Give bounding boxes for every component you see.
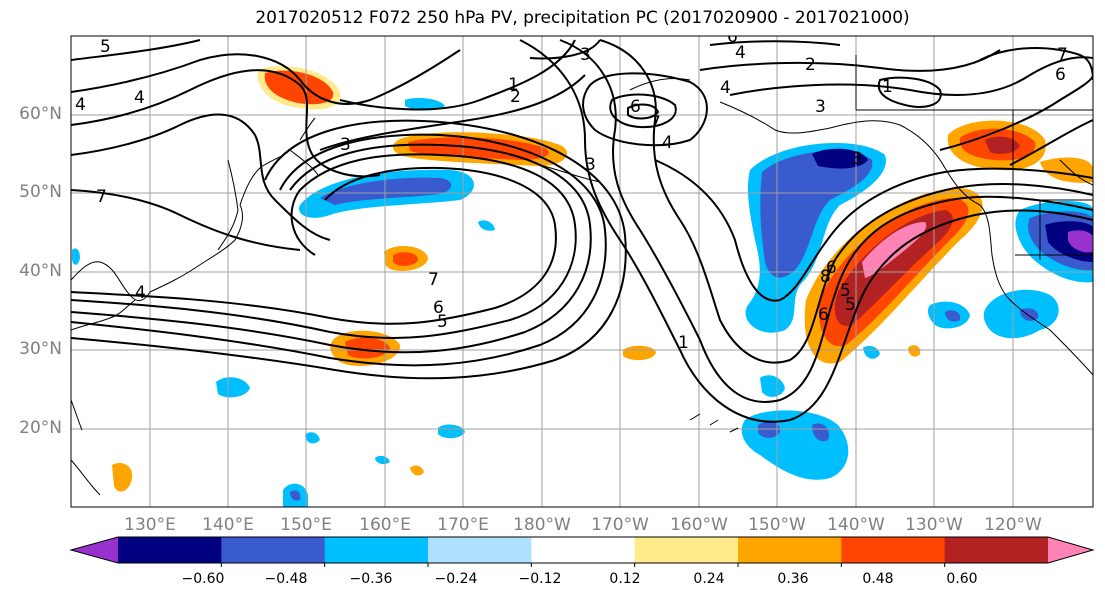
precip-blob-negative (405, 98, 445, 111)
lat-label: 30°N (19, 339, 62, 359)
colorbar-outline (69, 536, 1095, 564)
contour-label: 3 (340, 135, 351, 155)
pv-contours (71, 39, 1093, 423)
colorbar-tick-label: 0.36 (777, 571, 809, 587)
contour-label: 6 (630, 97, 641, 117)
precip-blob-negative (72, 248, 80, 265)
precip-blob-negative (305, 432, 320, 444)
colorbar-segment (634, 537, 739, 563)
contour-label: 5 (100, 37, 111, 57)
contour-label: 4 (75, 95, 86, 115)
contour-label: 8 (820, 267, 831, 287)
colorbar-tick-label: 0.24 (693, 571, 725, 587)
colorbar-tick-label: −0.48 (264, 571, 308, 587)
contour-label: 6 (433, 298, 444, 318)
precip-blob-negative (863, 346, 880, 359)
contour-label: 5 (840, 281, 851, 301)
contour-label: 1 (508, 75, 519, 95)
precip-blob-negative (375, 455, 390, 465)
contour-label: 4 (735, 43, 746, 63)
lon-label: 160°E (359, 515, 411, 535)
contour-label: 7 (650, 113, 661, 133)
colorbar-segment (324, 537, 429, 563)
contour-label: 3 (852, 149, 863, 169)
contour-label: 4 (662, 133, 673, 153)
colorbar (69, 536, 1095, 567)
contour-label: 6 (1055, 65, 1066, 85)
colorbar-segment (71, 537, 118, 563)
precip-blob-negative (438, 424, 465, 439)
lon-label: 130°E (124, 515, 176, 535)
contour-label: 6 (826, 258, 837, 278)
lon-label: 180°W (513, 515, 571, 535)
contour-label: 5 (437, 312, 448, 332)
contour-label: 2 (510, 87, 521, 107)
precip-blob-negative (478, 220, 495, 231)
lon-label: 160°W (670, 515, 728, 535)
contour-label: 7 (96, 187, 107, 207)
contour-label: 7 (1092, 193, 1103, 213)
precip-blob-positive (908, 345, 921, 357)
contour-label: 3 (815, 97, 826, 117)
lon-label: 140°W (827, 515, 885, 535)
lon-label: 170°E (437, 515, 489, 535)
lon-label: 170°W (591, 515, 649, 535)
colorbar-segment (841, 537, 946, 563)
contour-label: 4 (134, 88, 145, 108)
colorbar-segment (531, 537, 636, 563)
contour-label: 2 (805, 55, 816, 75)
lon-label: 130°W (905, 515, 963, 535)
colorbar-tick-label: 0.60 (946, 571, 978, 587)
contour-label: 6 (818, 305, 829, 325)
lon-label: 120°W (984, 515, 1042, 535)
contour-label: 6 (727, 27, 738, 47)
contour-label: 7 (428, 270, 439, 290)
map-title: 2017020512 F072 250 hPa PV, precipitatio… (255, 8, 910, 28)
colorbar-tick-label: −0.12 (518, 571, 562, 587)
colorbar-tick-label: −0.24 (434, 571, 478, 587)
precip-blob-positive (112, 462, 133, 492)
contour-label: 1 (882, 77, 893, 97)
precip-blob-negative (760, 375, 785, 397)
lon-label: 150°W (748, 515, 806, 535)
lat-label: 20°N (19, 418, 62, 438)
colorbar-segment (428, 537, 532, 563)
contour-label: 7 (1057, 45, 1068, 65)
colorbar-tick-label: −0.36 (349, 571, 393, 587)
colorbar-segment (221, 537, 326, 563)
colorbar-tick-label: −0.60 (181, 571, 225, 587)
colorbar-tick-label: 0.48 (862, 571, 894, 587)
contour-label: 4 (720, 78, 731, 98)
contour-labels: 5 4 3 2 1 6 7 6 4 3 2 1 7 7 6 5 1 3 6 5 … (75, 27, 1103, 353)
lon-label: 140°E (202, 515, 254, 535)
contour-label: 3 (585, 155, 596, 175)
lat-label: 60°N (19, 104, 62, 124)
precip-blob-negative (216, 377, 250, 398)
lon-label: 150°E (280, 515, 332, 535)
map-frame (70, 35, 1094, 508)
contour-label: 1 (678, 333, 689, 353)
precip-blob-positive (623, 345, 656, 361)
colorbar-segment (118, 537, 222, 563)
colorbar-tick-label: 0.12 (609, 571, 641, 587)
colorbar-segment (944, 537, 1049, 563)
precip-blob-positive (410, 465, 424, 476)
contour-label: 5 (845, 295, 856, 315)
contour-label: 4 (135, 283, 146, 303)
contour-label: 3 (580, 45, 591, 65)
lat-label: 40°N (19, 261, 62, 281)
colorbar-segment (738, 537, 842, 563)
lat-label: 50°N (19, 182, 62, 202)
colorbar-segment (1048, 537, 1093, 563)
